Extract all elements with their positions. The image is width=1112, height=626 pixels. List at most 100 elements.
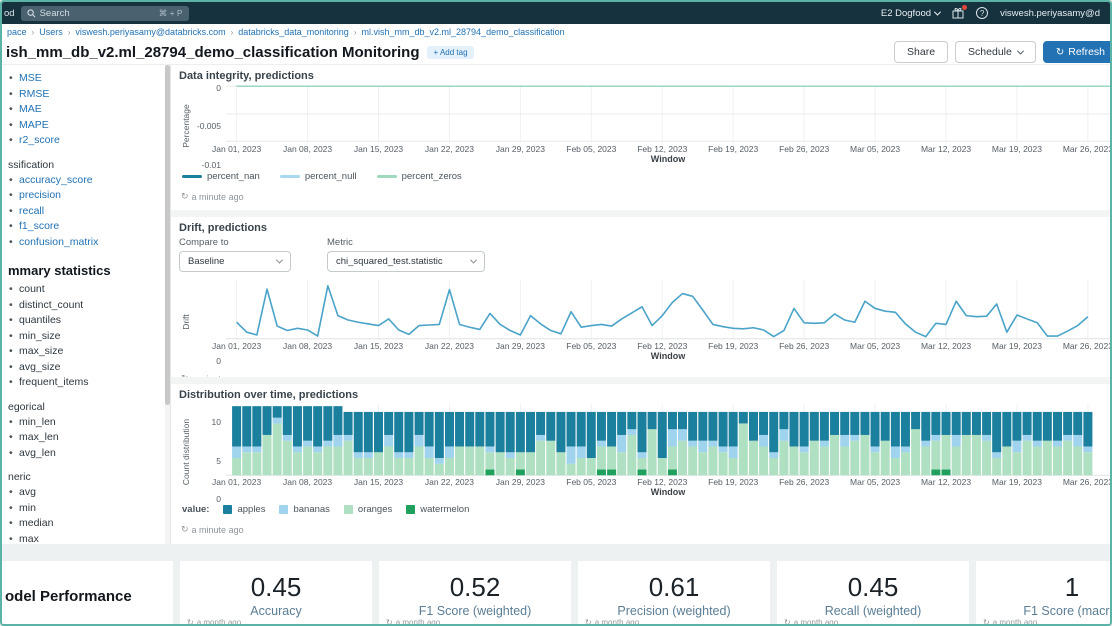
legend-swatch [182,175,202,178]
y-axis-ticks: 0 [192,280,226,364]
section-heading: odel Performance [2,561,173,626]
distribution-chart: Count distribution0510Jan 01, 2023Jan 08… [179,404,1110,500]
metric-value: 0.61 [649,574,700,601]
section-gap [2,544,1110,561]
refresh-icon: ↻ [181,524,189,535]
legend-item-percent_nan: percent_nan [182,171,260,182]
breadcrumb-separator: › [354,28,357,37]
sidebar-item-distinct_count: distinct_count [8,298,159,314]
breadcrumb-separator: › [32,28,35,37]
drift-chart: Drift0Jan 01, 2023Jan 08, 2023Jan 15, 20… [179,280,1110,364]
sidebar-scrollbar[interactable] [165,65,170,544]
panel-drift: Drift, predictions Compare to Baseline M… [171,217,1110,377]
schedule-button[interactable]: Schedule [955,41,1036,63]
panel-separator [171,210,1110,217]
metric-card-accuracy: 0.45Accuracy↻a month ago [180,561,372,626]
breadcrumb-link-1[interactable]: Users [39,27,63,37]
sidebar-item-RMSE[interactable]: RMSE [8,87,159,103]
help-icon[interactable]: ? [976,7,988,19]
sidebar-list: countdistinct_countquantilesmin_sizemax_… [8,282,159,391]
page-header: ish_mm_db_v2.ml_28794_demo_classificatio… [2,40,1110,64]
workspace-selector[interactable]: E2 Dogfood [881,8,940,19]
breadcrumb-link-3[interactable]: databricks_data_monitoring [238,27,349,37]
sidebar-item-precision[interactable]: precision [8,188,159,204]
breadcrumb-link-4[interactable]: ml.vish_mm_db_v2.ml_28794_demo_classific… [362,27,565,37]
sidebar-item-MAPE[interactable]: MAPE [8,118,159,134]
last-updated: ↻a minute ago [179,364,1110,377]
last-updated: ↻a month ago [585,618,639,626]
scrollbar-thumb[interactable] [165,65,170,405]
last-updated: ↻a minute ago [179,515,1110,539]
search-shortcut: ⌘ + P [159,8,183,19]
metrics-sidebar: MSERMSEMAEMAPEr2_score ssification accurac… [2,65,165,544]
last-updated: ↻a month ago [386,618,440,626]
data-integrity-chart: Percentage0-0.005-0.01Jan 01, 2023Jan 08… [179,85,1110,167]
sidebar-item-quantiles: quantiles [8,313,159,329]
metric-value: 0.45 [251,574,302,601]
legend-swatch [279,505,288,514]
sidebar-item-recall[interactable]: recall [8,204,159,220]
sidebar-item-accuracy_score[interactable]: accuracy_score [8,173,159,189]
sidebar-item-avg_len: avg_len [8,446,159,462]
control-label: Compare to [179,237,291,248]
sidebar-item-MSE[interactable]: MSE [8,71,159,87]
metric-label: Precision (weighted) [617,604,730,618]
add-tag-button[interactable]: + Add tag [427,46,473,59]
refresh-icon: ↻ [983,618,990,626]
sidebar-item-avg: avg [8,485,159,501]
breadcrumb-link-0[interactable]: pace [7,27,27,37]
breadcrumb: pace › Users › viswesh.periyasamy@databricks… [2,24,1110,40]
compare-to-select[interactable]: Baseline [179,251,291,272]
refresh-icon: ↻ [181,191,189,202]
metric-value: 1 [1065,574,1079,601]
sidebar-list: avgminmedianmaxdistinct_countstddev [8,485,159,544]
chevron-down-icon [276,257,283,264]
whats-new-button[interactable] [952,7,964,19]
x-axis-ticks: Jan 01, 2023Jan 08, 2023Jan 15, 2023Jan … [226,476,1110,487]
share-button[interactable]: Share [894,41,948,63]
model-performance-section: odel Performance 0.45Accuracy↻a month ag… [2,561,1110,626]
legend-swatch [344,505,353,514]
refresh-button[interactable]: ↻Refresh [1043,41,1112,63]
chart-title: Distribution over time, predictions [179,389,1110,401]
y-axis-label: Drift [179,280,192,364]
refresh-icon: ↻ [386,618,393,626]
y-axis-label: Count distribution [179,404,192,500]
sidebar-item-count: count [8,282,159,298]
metric-select[interactable]: chi_squared_test.statistic [327,251,485,272]
sidebar-item-min: min [8,501,159,517]
sidebar-item-max_size: max_size [8,344,159,360]
chart-legend: percent_nanpercent_nullpercent_zeros [179,167,1110,182]
sidebar-item-r2_score[interactable]: r2_score [8,133,159,149]
chart-plot-area [226,85,1110,143]
sidebar-list: accuracy_scoreprecisionrecallf1_scorecon… [8,173,159,251]
legend-item-bananas: bananas [279,504,329,515]
breadcrumb-link-2[interactable]: viswesh.periyasamy@databricks.com [75,27,225,37]
sidebar-section-heading: ssification [8,159,159,171]
refresh-icon: ↻ [585,618,592,626]
y-axis-label: Percentage [179,85,192,167]
breadcrumb-separator: › [68,28,71,37]
page-title: ish_mm_db_v2.ml_28794_demo_classificatio… [6,44,419,61]
search-icon [27,9,36,18]
sidebar-item-max_len: max_len [8,430,159,446]
search-input[interactable]: Search ⌘ + P [21,6,189,21]
sidebar-item-f1_score[interactable]: f1_score [8,219,159,235]
sidebar-section-heading: mmary statistics [8,263,159,278]
chevron-down-icon [934,8,941,15]
notification-dot [962,5,967,10]
metric-label: Recall (weighted) [825,604,922,618]
control-label: Metric [327,237,485,248]
sidebar-item-max: max [8,532,159,545]
x-axis-ticks: Jan 01, 2023Jan 08, 2023Jan 15, 2023Jan … [226,340,1110,351]
legend-swatch [377,175,397,178]
sidebar-item-confusion_matrix[interactable]: confusion_matrix [8,235,159,251]
sidebar-item-MAE[interactable]: MAE [8,102,159,118]
refresh-icon: ↻ [187,618,194,626]
panel-distribution: Distribution over time, predictions Coun… [171,384,1110,544]
sidebar-item-min_len: min_len [8,415,159,431]
user-menu[interactable]: viswesh.periyasamy@d [1000,8,1100,19]
sidebar-list: MSERMSEMAEMAPEr2_score [8,71,159,149]
metric-card-recall-weighted-: 0.45Recall (weighted)↻a month ago [777,561,969,626]
legend-swatch [280,175,300,178]
